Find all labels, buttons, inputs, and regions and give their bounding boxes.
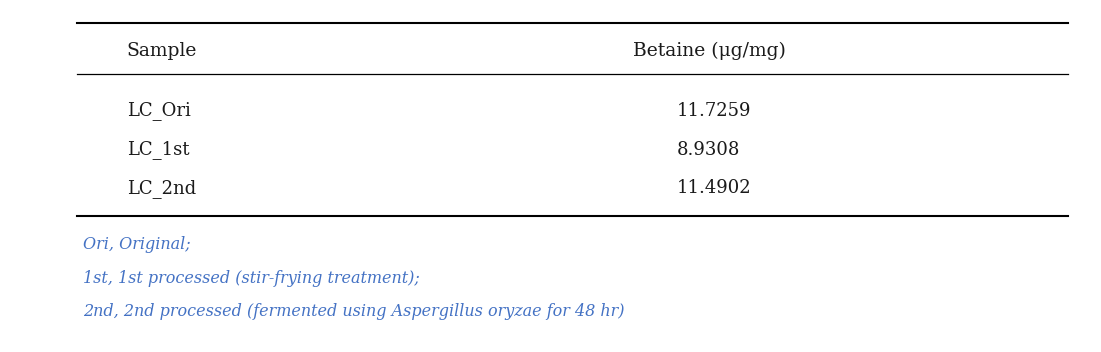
Text: 11.4902: 11.4902 — [677, 179, 752, 197]
Text: Betaine (μg/mg): Betaine (μg/mg) — [633, 42, 786, 60]
Text: LC_Ori: LC_Ori — [127, 101, 190, 120]
Text: LC_2nd: LC_2nd — [127, 179, 196, 198]
Text: LC_1st: LC_1st — [127, 140, 189, 159]
Text: 11.7259: 11.7259 — [677, 102, 752, 120]
Text: Ori, Original;: Ori, Original; — [83, 236, 190, 253]
Text: 8.9308: 8.9308 — [677, 140, 741, 159]
Text: 1st, 1st processed (stir-frying treatment);: 1st, 1st processed (stir-frying treatmen… — [83, 270, 419, 287]
Text: 2nd, 2nd processed (fermented using Aspergillus oryzae for 48 hr): 2nd, 2nd processed (fermented using Aspe… — [83, 303, 624, 320]
Text: Sample: Sample — [127, 42, 197, 60]
